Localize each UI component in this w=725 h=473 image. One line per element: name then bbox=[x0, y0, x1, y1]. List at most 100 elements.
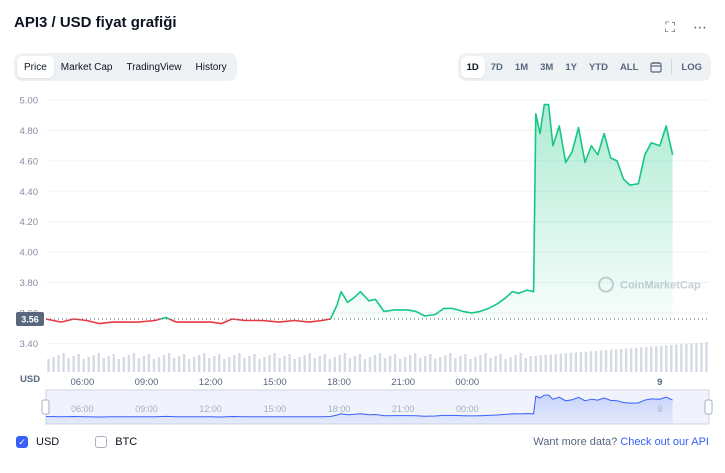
volume-bar bbox=[187, 359, 191, 372]
volume-bar bbox=[514, 355, 517, 372]
navigator-handle-left[interactable] bbox=[41, 399, 50, 415]
price-line-down bbox=[168, 318, 233, 325]
volume-bar bbox=[263, 357, 266, 372]
usd-checkbox[interactable]: ✓ bbox=[16, 436, 28, 448]
volume-bar bbox=[338, 355, 342, 372]
volume-bar bbox=[549, 354, 552, 372]
range-all[interactable]: ALL bbox=[619, 61, 639, 73]
api-link[interactable]: Check out our API bbox=[620, 436, 709, 448]
x-tick-label: 00:00 bbox=[455, 377, 479, 388]
volume-bar bbox=[614, 349, 618, 372]
volume-bar bbox=[243, 358, 246, 372]
volume-bar bbox=[408, 355, 412, 372]
volume-bar bbox=[564, 353, 568, 372]
y-tick-label: 3.80 bbox=[20, 278, 39, 289]
tab-price[interactable]: Price bbox=[17, 56, 54, 78]
volume-bar bbox=[439, 357, 442, 372]
y-tick-label: 4.40 bbox=[20, 187, 39, 198]
volume-bar bbox=[283, 356, 286, 372]
volume-bar bbox=[192, 357, 196, 372]
volume-bar bbox=[705, 342, 708, 372]
volume-bar bbox=[388, 356, 392, 372]
volume-bar bbox=[293, 359, 296, 372]
volume-bar bbox=[167, 353, 171, 372]
volume-bar bbox=[418, 358, 422, 372]
baseline-badge bbox=[16, 312, 44, 327]
range-ytd[interactable]: YTD bbox=[588, 61, 608, 73]
y-tick-label: 4.00 bbox=[20, 248, 39, 259]
tab-tradingview[interactable]: TradingView bbox=[126, 61, 182, 73]
btc-label: BTC bbox=[115, 436, 138, 448]
volume-bar bbox=[157, 357, 161, 372]
volume-bar bbox=[403, 357, 407, 372]
volume-bar bbox=[62, 353, 65, 372]
volume-bar bbox=[112, 354, 116, 372]
volume-bar bbox=[444, 355, 447, 372]
y-tick-label: 4.20 bbox=[20, 217, 39, 228]
volume-bar bbox=[685, 343, 688, 372]
volume-bar bbox=[378, 353, 382, 372]
volume-bar bbox=[434, 359, 437, 372]
volume-bar bbox=[72, 356, 75, 372]
volume-bar bbox=[634, 347, 638, 372]
x-tick-label: 06:00 bbox=[70, 377, 94, 388]
volume-bar bbox=[177, 356, 181, 372]
volume-bar bbox=[459, 356, 462, 372]
volume-bar bbox=[172, 358, 176, 372]
volume-bar bbox=[218, 354, 221, 372]
log-toggle[interactable]: LOG bbox=[681, 61, 702, 73]
range-1y[interactable]: 1Y bbox=[565, 61, 577, 73]
volume-bar bbox=[504, 359, 507, 372]
navigator-handle-right[interactable] bbox=[704, 399, 713, 415]
tab-market-cap[interactable]: Market Cap bbox=[60, 61, 113, 73]
fullscreen-icon[interactable]: ⛶ bbox=[665, 19, 675, 35]
price-chart[interactable]: 5.004.804.604.404.204.003.803.603.40Coin… bbox=[0, 86, 725, 431]
volume-bar bbox=[695, 342, 698, 372]
volume-bar bbox=[665, 345, 668, 372]
volume-bar bbox=[228, 357, 231, 372]
range-1m[interactable]: 1M bbox=[514, 61, 529, 73]
range-1d[interactable]: 1D bbox=[460, 56, 485, 78]
price-line-down bbox=[45, 318, 74, 323]
volume-bar bbox=[629, 348, 633, 372]
volume-bar bbox=[288, 354, 291, 372]
volume-bar bbox=[197, 355, 201, 372]
x-tick-label: 12:00 bbox=[199, 377, 223, 388]
range-3m[interactable]: 3M bbox=[540, 61, 554, 73]
volume-bar bbox=[248, 356, 251, 372]
api-text: Want more data? bbox=[533, 436, 618, 448]
volume-bar bbox=[449, 353, 452, 372]
btc-checkbox[interactable] bbox=[95, 436, 108, 448]
volume-bar bbox=[363, 359, 367, 372]
currency-toggles: ✓ USD BTC bbox=[16, 436, 137, 448]
calendar-icon[interactable] bbox=[644, 56, 668, 78]
volume-bar bbox=[313, 358, 316, 372]
price-line-down bbox=[232, 318, 331, 323]
volume-bar bbox=[47, 359, 50, 372]
y-tick-label: 5.00 bbox=[20, 96, 39, 107]
volume-bar bbox=[67, 358, 70, 372]
more-icon[interactable]: ⋯ bbox=[693, 19, 707, 35]
volume-bar bbox=[700, 342, 703, 372]
volume-bar bbox=[579, 352, 583, 372]
range-selector: 1D 7D 1M 3M 1Y YTD ALL LOG bbox=[457, 53, 711, 81]
volume-bar bbox=[152, 359, 156, 372]
volume-bar bbox=[318, 356, 321, 372]
volume-bar bbox=[670, 344, 673, 372]
tab-history[interactable]: History bbox=[195, 61, 227, 73]
volume-bar bbox=[368, 357, 372, 372]
volume-bar bbox=[589, 351, 593, 372]
volume-bar bbox=[599, 350, 603, 372]
volume-bar bbox=[655, 346, 658, 372]
navigator-tick-label: 00:00 bbox=[456, 404, 479, 414]
volume-bar bbox=[489, 358, 492, 372]
volume-bar bbox=[102, 358, 105, 372]
navigator-tick-label: 06:00 bbox=[71, 404, 94, 414]
range-7d[interactable]: 7D bbox=[490, 61, 503, 73]
volume-bar bbox=[92, 355, 95, 372]
volume-bar bbox=[604, 350, 608, 372]
volume-bar bbox=[147, 354, 151, 372]
volume-bar bbox=[609, 349, 613, 372]
volume-bar bbox=[52, 357, 55, 372]
volume-bar bbox=[162, 355, 166, 372]
